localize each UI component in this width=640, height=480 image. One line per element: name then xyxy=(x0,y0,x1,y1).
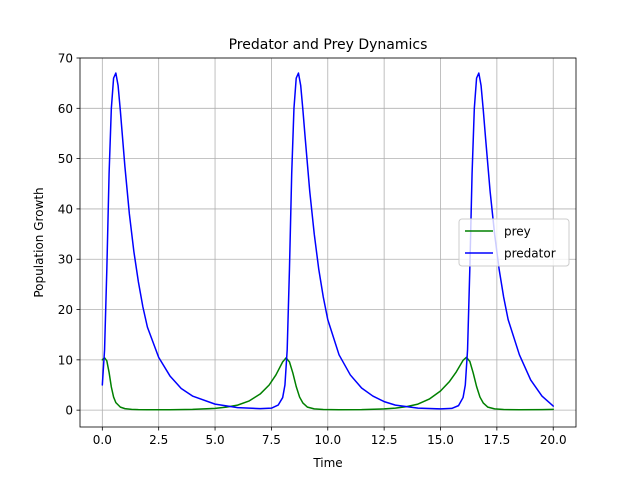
series-line-predator xyxy=(101,72,554,410)
x-tick-label: 7.5 xyxy=(262,433,281,447)
x-tick-label: 0.0 xyxy=(93,433,112,447)
y-tick-label: 20 xyxy=(58,303,73,317)
x-tick-label: 15.0 xyxy=(427,433,454,447)
x-tick-label: 20.0 xyxy=(540,433,567,447)
y-tick-label: 10 xyxy=(58,353,73,367)
y-axis-label: Population Growth xyxy=(32,187,46,297)
ticks: 0.0 2.5 5.0 7.5 10.0 12.5 15.0 17.5 20.0 0 10 20 30 4… xyxy=(58,52,567,448)
y-tick-label: 70 xyxy=(58,52,73,66)
series-layer xyxy=(101,72,554,411)
x-tick-label: 10.0 xyxy=(314,433,341,447)
y-tick-label: 40 xyxy=(58,202,73,216)
chart-title: Predator and Prey Dynamics xyxy=(229,37,428,53)
y-tick-label: 50 xyxy=(58,152,73,166)
x-tick-label: 5.0 xyxy=(206,433,225,447)
y-tick-label: 30 xyxy=(58,253,73,267)
y-tick-label: 0 xyxy=(65,404,73,418)
legend: prey predator xyxy=(458,218,570,267)
x-tick-label: 2.5 xyxy=(149,433,168,447)
x-tick-label: 12.5 xyxy=(371,433,398,447)
x-tick-label: 17.5 xyxy=(484,433,511,447)
y-tick-label: 60 xyxy=(58,102,73,116)
legend-label-predator: predator xyxy=(504,247,556,261)
series-line-prey xyxy=(101,356,554,411)
x-axis-label: Time xyxy=(312,456,342,470)
legend-label-prey: prey xyxy=(504,225,531,239)
